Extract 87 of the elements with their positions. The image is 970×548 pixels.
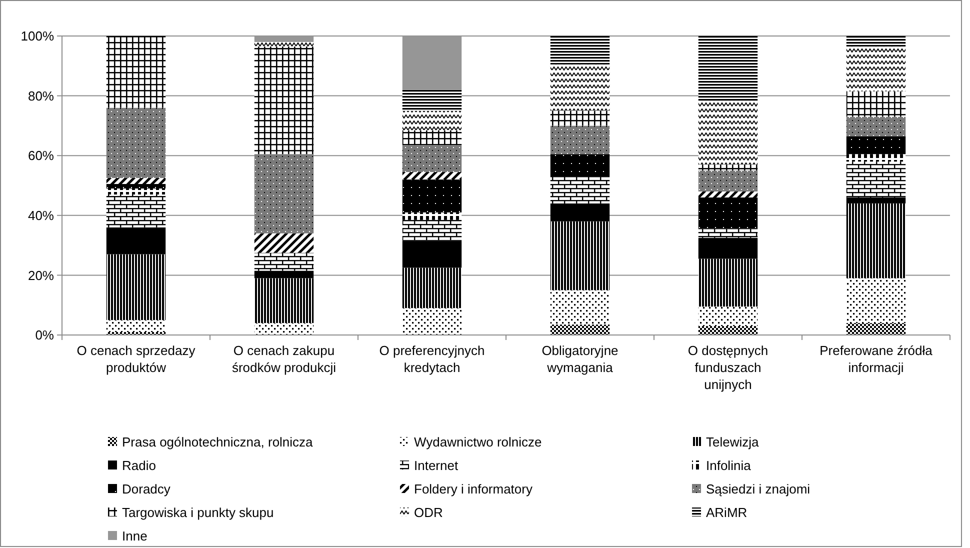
y-tick-label: 100% [20,28,54,44]
bar [698,197,758,229]
bar [106,254,166,320]
legend-label: ARiMR [706,505,748,520]
bar [698,191,758,198]
bar [846,136,906,154]
bar [846,36,906,46]
bar [698,170,758,192]
bar [698,306,758,326]
legend-label: Radio [122,458,156,474]
bar [402,308,462,335]
legend-label: Doradcy [122,482,171,497]
bar [698,228,758,238]
bar [846,116,906,136]
bar [402,145,462,172]
bar [698,258,758,307]
x-tick-label: O dostępnych funduszach unijnych [688,343,768,392]
bar [402,172,462,180]
bar [402,90,462,111]
bar [402,36,462,90]
bar [106,227,166,254]
y-tick-label: 40% [28,208,54,223]
x-tick-label: Preferowane źródła informacji [820,343,934,375]
bar [698,36,758,102]
bar [106,178,166,184]
bar [106,36,166,108]
x-tick-label: O preferencyjnych kredytach [379,343,485,375]
bar [550,221,610,290]
bar [402,220,462,241]
x-tick-label: Obligatoryjne wymagania [542,343,618,375]
bar [402,130,462,146]
bar [106,184,166,188]
bar [106,188,166,194]
bar [846,203,906,278]
bar [550,36,610,64]
y-tick-label: 0% [35,328,54,343]
bar [846,323,906,335]
bar [846,46,906,92]
legend-label: Internet [414,458,458,474]
bar [698,238,758,259]
bar [106,108,166,178]
bar [698,164,758,171]
legend-label: Targowiska i punkty skupu [122,505,274,520]
x-tick-label: O cenach zakupu środków produkcji [232,343,336,375]
bar [698,102,758,165]
y-tick-label: 80% [28,88,54,104]
bar [254,233,314,253]
bar [402,110,462,130]
bar [550,126,610,154]
bar [106,320,166,332]
bar [550,64,610,111]
legend-label: Inne [122,528,148,544]
bar [550,154,610,177]
x-tick-label: O cenach sprzedazy produktów [76,343,196,375]
bar [846,197,906,204]
legend-label: Telewizja [706,434,760,450]
bar [254,46,314,154]
bar [402,180,462,212]
legend-label: Sąsiedzi i znajomi [706,482,810,497]
bar [254,154,314,234]
legend-label: Infolinia [706,458,752,474]
bar [254,36,314,42]
legend-label: Prasa ogólnotechniczna, rolnicza [122,434,314,450]
bar [254,252,314,271]
bar [402,212,462,220]
bar [254,42,314,46]
bar [846,162,906,198]
bar [550,290,610,325]
bar [846,91,906,117]
bar [550,110,610,126]
bar [550,176,610,204]
bar [698,326,758,335]
y-tick-label: 20% [28,268,54,283]
bar [846,154,906,162]
legend-label: ODR [414,505,443,520]
legend-label: Wydawnictwo rolnicze [414,434,542,450]
bar [254,323,314,335]
bar [550,203,610,222]
bar [402,240,462,268]
bar [106,194,166,228]
bar [846,278,906,324]
y-tick-label: 60% [28,148,54,164]
bar [254,278,314,324]
legend-label: Foldery i informatory [414,482,533,497]
bar [402,268,462,308]
bar [254,270,314,278]
bar [550,324,610,335]
